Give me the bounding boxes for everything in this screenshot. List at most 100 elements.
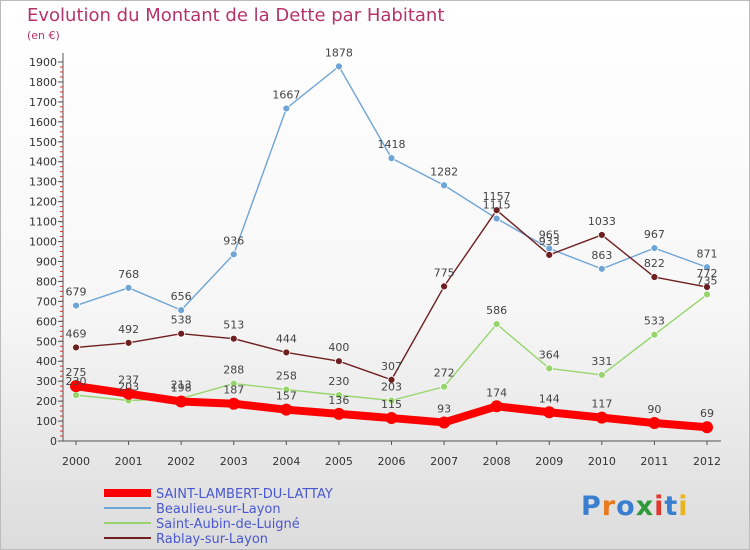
chart-legend: SAINT-LAMBERT-DU-LATTAYBeaulieu-sur-Layo… (104, 487, 333, 547)
data-point (703, 283, 711, 291)
data-point (335, 357, 343, 366)
data-label: 203 (118, 381, 139, 394)
data-label: 117 (591, 398, 612, 411)
legend-label: Rablay-sur-Layon (156, 532, 268, 547)
data-point (545, 364, 554, 373)
data-label: 307 (381, 360, 402, 373)
y-tick-label: 1600 (29, 116, 57, 129)
chart-title: Evolution du Montant de la Dette par Hab… (27, 5, 445, 26)
x-tick-label: 2008 (483, 455, 511, 468)
data-point (335, 62, 343, 71)
data-label: 187 (223, 384, 244, 397)
logo-letter: P (581, 491, 602, 522)
data-label: 444 (276, 332, 297, 345)
data-label: 679 (66, 286, 87, 299)
data-label: 533 (644, 315, 665, 328)
data-label: 203 (381, 381, 402, 394)
data-point (492, 214, 501, 223)
data-point (72, 301, 80, 310)
y-tick-label: 700 (36, 295, 57, 308)
data-point (650, 330, 659, 339)
data-point (597, 264, 606, 273)
data-point (332, 407, 345, 420)
data-point (227, 397, 240, 410)
data-label: 1115 (483, 199, 511, 212)
data-label: 656 (171, 290, 192, 303)
data-point (280, 403, 293, 416)
x-tick-label: 2011 (640, 455, 668, 468)
y-tick-label: 900 (36, 255, 57, 268)
proxiti-logo: Proxiti (581, 491, 689, 522)
data-point (70, 380, 82, 393)
data-label: 90 (647, 403, 661, 416)
data-point (177, 306, 186, 315)
y-tick-label: 1000 (29, 236, 57, 249)
data-point (492, 320, 501, 329)
data-point (335, 391, 343, 400)
data-point (492, 206, 501, 215)
chart-axes: 0 100 200 300 400 500 600 700 800 900 1000 1100 1200… (29, 53, 721, 468)
logo-letter: o (616, 491, 636, 522)
data-point (440, 382, 448, 391)
y-tick-label: 400 (36, 355, 57, 368)
data-label: 863 (591, 249, 612, 262)
data-label: 136 (328, 394, 349, 407)
data-label: 513 (223, 319, 244, 332)
data-label: 492 (118, 323, 139, 336)
data-label: 933 (539, 235, 560, 248)
data-label: 768 (118, 268, 139, 281)
data-label: 174 (486, 386, 507, 399)
data-point (282, 104, 291, 113)
data-label: 772 (697, 267, 718, 280)
data-point (387, 396, 396, 405)
data-label: 157 (276, 390, 297, 403)
data-label: 1418 (378, 138, 406, 151)
y-tick-label: 1500 (29, 136, 57, 149)
data-label: 822 (644, 257, 665, 270)
data-label: 400 (328, 341, 349, 354)
data-point (595, 411, 608, 424)
y-tick-label: 200 (36, 395, 57, 408)
data-point (650, 244, 659, 253)
chart-series-lines (70, 62, 713, 434)
data-label: 272 (434, 367, 455, 380)
data-point (438, 416, 451, 429)
logo-letter: t (664, 491, 679, 522)
data-point (387, 154, 396, 163)
data-point (122, 387, 135, 400)
y-tick-label: 300 (36, 375, 57, 388)
y-tick-label: 800 (36, 275, 57, 288)
data-point (282, 348, 291, 357)
data-label: 936 (223, 234, 244, 247)
data-label: 115 (381, 398, 402, 411)
data-label: 93 (437, 402, 451, 415)
data-point (72, 391, 80, 400)
x-tick-label: 2004 (272, 455, 300, 468)
y-tick-label: 1200 (29, 196, 57, 209)
legend-label: Beaulieu-sur-Layon (156, 502, 281, 517)
data-label: 288 (223, 364, 244, 377)
legend-label: Saint-Aubin-de-Luigné (156, 517, 300, 532)
data-point (703, 263, 711, 272)
y-tick-label: 1400 (29, 156, 57, 169)
data-label: 1878 (325, 46, 353, 59)
data-point (282, 385, 291, 394)
data-label: 258 (276, 370, 297, 383)
y-tick-label: 1700 (29, 96, 57, 109)
data-point (72, 343, 80, 352)
data-label: 775 (434, 266, 455, 279)
data-label: 69 (700, 407, 714, 420)
data-label: 967 (644, 228, 665, 241)
data-point (124, 338, 133, 347)
data-label: 538 (171, 314, 192, 327)
data-point (597, 231, 606, 239)
y-tick-label: 0 (50, 435, 57, 448)
data-label: 230 (66, 375, 87, 388)
data-label: 213 (171, 379, 192, 392)
data-point (703, 290, 711, 299)
logo-letter: r (601, 491, 617, 522)
logo-letter: i (678, 491, 689, 522)
data-label: 735 (697, 274, 718, 287)
